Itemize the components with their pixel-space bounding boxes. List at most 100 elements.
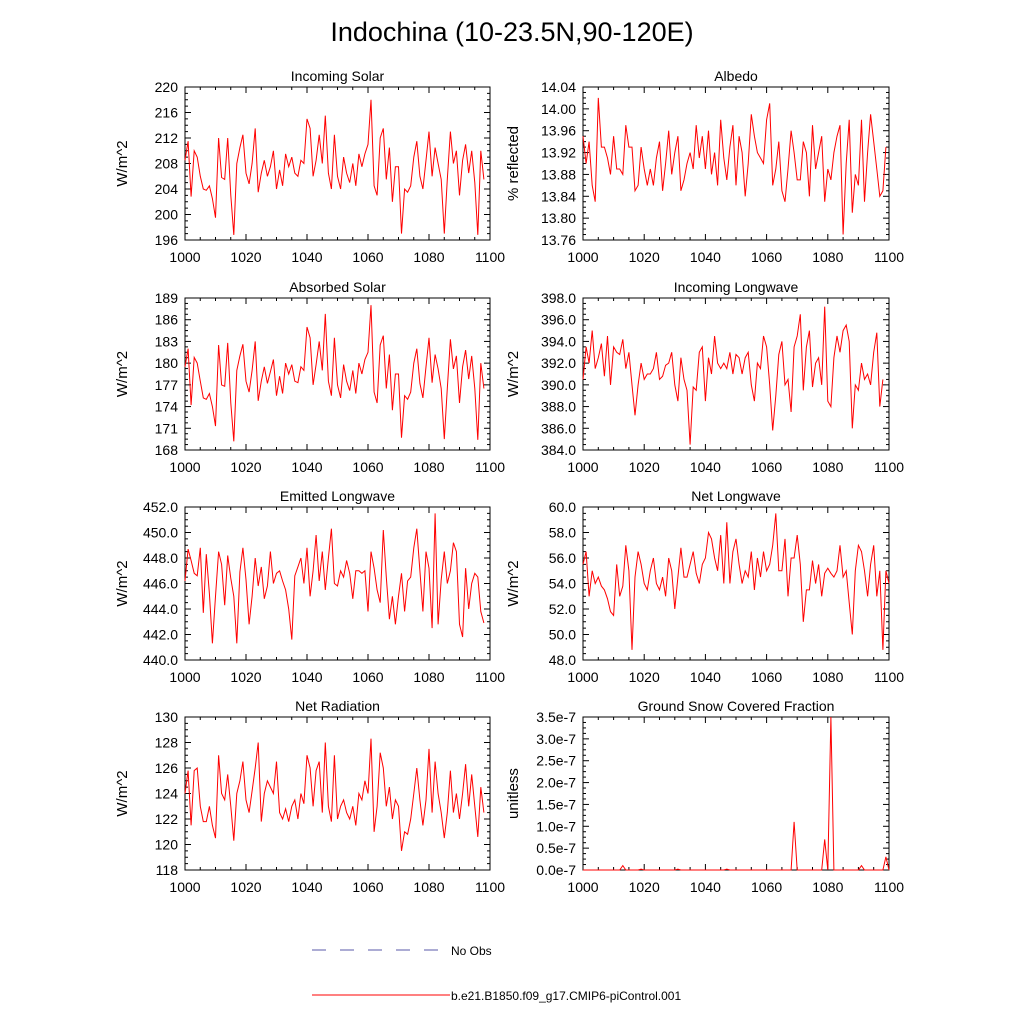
x-tick-label: 1060: [352, 249, 383, 265]
x-tick-label: 1100: [475, 879, 505, 895]
chart-title: Incoming Solar: [291, 68, 385, 84]
x-tick-label: 1040: [291, 249, 322, 265]
y-tick-label: 388.0: [541, 399, 576, 415]
x-tick-label: 1000: [169, 879, 200, 895]
y-tick-label: 13.76: [541, 232, 576, 248]
chart-title: Ground Snow Covered Fraction: [638, 698, 835, 714]
plot-frame: [184, 86, 491, 241]
x-tick-label: 1080: [413, 249, 444, 265]
x-tick-label: 1060: [751, 249, 782, 265]
x-tick-label: 1000: [567, 459, 598, 475]
x-tick-label: 1040: [291, 669, 322, 685]
x-tick-label: 1020: [629, 669, 660, 685]
x-tick-label: 1040: [291, 459, 322, 475]
y-tick-label: 126: [155, 760, 179, 776]
x-tick-label: 1020: [629, 879, 660, 895]
chart-title: Net Radiation: [295, 698, 380, 714]
y-tick-label: 220: [155, 79, 179, 95]
chart-albedo: Albedo % reflected 13.76 13.80 13.84 13.88 13.…: [505, 68, 904, 265]
series-line: [184, 513, 485, 644]
series-line: [184, 305, 485, 442]
y-tick-label: 124: [155, 786, 179, 802]
y-axis-label: unitless: [505, 768, 522, 819]
x-tick-label: 1100: [874, 249, 904, 265]
x-tick-label: 1000: [169, 669, 200, 685]
y-tick-label: 118: [156, 862, 179, 878]
chart-incoming-solar: Incoming Solar W/m^2 196 200 204 208 212 216 220…: [114, 68, 505, 265]
x-tick-label: 1060: [352, 459, 383, 475]
y-tick-label: 0.0e-7: [536, 862, 576, 878]
x-tick-label: 1100: [874, 669, 904, 685]
y-tick-label: 0.5e-7: [536, 840, 576, 856]
x-tick-label: 1080: [812, 249, 843, 265]
x-tick-label: 1080: [812, 669, 843, 685]
page-title: Indochina (10-23.5N,90-120E): [330, 17, 693, 47]
y-tick-label: 394.0: [541, 333, 576, 349]
plot-frame: [184, 297, 491, 451]
x-tick-label: 1080: [812, 459, 843, 475]
y-axis-label: W/m^2: [114, 560, 131, 606]
y-tick-label: 2.5e-7: [536, 753, 576, 769]
plot-frame: [582, 716, 890, 871]
y-tick-label: 13.96: [541, 123, 576, 139]
y-tick-label: 1.0e-7: [536, 818, 576, 834]
y-tick-label: 60.0: [549, 499, 576, 515]
chart-absorbed-solar: Absorbed Solar W/m^2 168 171 174 177 180 183 186…: [114, 279, 505, 475]
y-tick-label: 56.0: [549, 550, 576, 566]
x-tick-label: 1100: [475, 459, 505, 475]
x-tick-label: 1100: [874, 879, 904, 895]
chart-net-radiation: Net Radiation W/m^2 118 120 122 124 126 128 130 1…: [114, 698, 505, 895]
legend-model-label: b.e21.B1850.f09_g17.CMIP6-piControl.001: [451, 989, 681, 1003]
x-tick-label: 1000: [567, 249, 598, 265]
chart-ground-snow-covered-fraction: Ground Snow Covered Fraction unitless 0.0e…: [505, 698, 904, 895]
y-tick-label: 384.0: [541, 442, 576, 458]
y-tick-label: 386.0: [541, 420, 576, 436]
x-tick-label: 1040: [690, 669, 721, 685]
x-tick-label: 1020: [629, 249, 660, 265]
y-tick-label: 446.0: [143, 576, 178, 592]
plot-frame: [582, 297, 890, 451]
y-tick-label: 3.5e-7: [536, 709, 576, 725]
x-tick-label: 1020: [230, 879, 261, 895]
x-tick-label: 1100: [874, 459, 904, 475]
series-line: [582, 97, 887, 235]
y-tick-label: 122: [155, 811, 179, 827]
panels-container: Incoming Solar W/m^2 196 200 204 208 212 216 220…: [114, 68, 904, 895]
x-tick-label: 1000: [567, 879, 598, 895]
chart-emitted-longwave: Emitted Longwave W/m^2 440.0 442.0 444.0 446.…: [114, 488, 505, 685]
y-tick-label: 128: [155, 735, 179, 751]
y-tick-label: 54.0: [549, 576, 576, 592]
y-axis-label: W/m^2: [114, 351, 131, 397]
x-tick-label: 1060: [751, 459, 782, 475]
series-line: [184, 99, 485, 235]
x-tick-label: 1040: [690, 249, 721, 265]
x-tick-label: 1060: [352, 879, 383, 895]
y-tick-label: 1.5e-7: [536, 796, 576, 812]
legend: No Obs b.e21.B1850.f09_g17.CMIP6-piContr…: [312, 944, 681, 1003]
y-tick-label: 13.80: [541, 210, 576, 226]
series-line: [184, 738, 485, 851]
y-tick-label: 208: [155, 156, 179, 172]
y-tick-label: 189: [155, 290, 179, 306]
y-tick-label: 14.00: [541, 101, 576, 117]
y-tick-label: 200: [155, 207, 179, 223]
y-tick-label: 196: [155, 232, 179, 248]
x-tick-label: 1080: [413, 459, 444, 475]
y-tick-label: 186: [155, 312, 179, 328]
x-tick-label: 1040: [291, 879, 322, 895]
y-tick-label: 204: [155, 181, 179, 197]
x-tick-label: 1020: [230, 669, 261, 685]
x-tick-label: 1060: [751, 879, 782, 895]
chart-title: Incoming Longwave: [674, 279, 799, 295]
y-tick-label: 392.0: [541, 355, 576, 371]
x-tick-label: 1040: [690, 459, 721, 475]
y-tick-label: 58.0: [549, 525, 576, 541]
y-tick-label: 183: [155, 333, 179, 349]
chart-title: Net Longwave: [691, 488, 781, 504]
y-tick-label: 444.0: [143, 601, 178, 617]
x-tick-label: 1080: [413, 669, 444, 685]
plot-frame: [184, 716, 491, 871]
series-line: [583, 716, 890, 871]
y-tick-label: 13.88: [541, 166, 576, 182]
y-tick-label: 3.0e-7: [536, 731, 576, 747]
